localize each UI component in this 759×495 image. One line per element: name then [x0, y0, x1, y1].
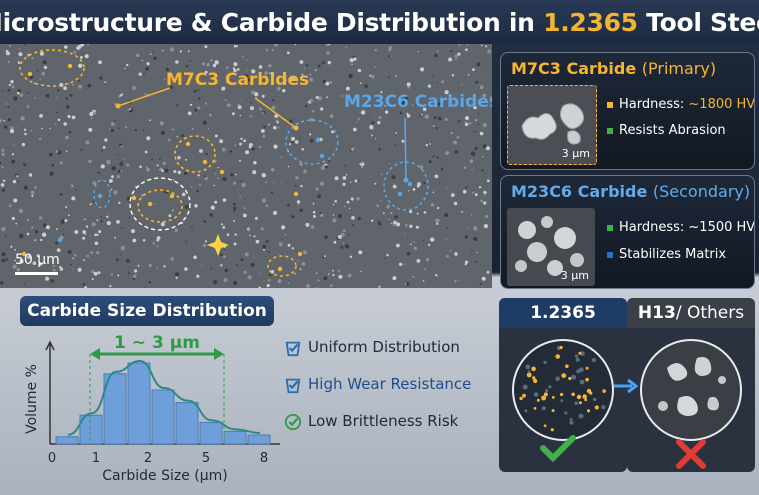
m23c6-card-name: M23C6 Carbide — [511, 182, 648, 201]
feature-wear-text: High Wear Resistance — [308, 375, 472, 393]
m7c3-card-subtitle: (Primary) — [641, 59, 717, 78]
compare-2-h13: H13 / Others — [627, 298, 755, 472]
m7c3-label: M7C3 Carbides — [166, 70, 310, 90]
m23c6-label: M23C6 Carbides — [344, 92, 492, 112]
y-axis-label: Volume % — [24, 364, 40, 434]
title-suffix: Tool Steel — [646, 7, 759, 37]
title-highlight: 1.2365 — [543, 7, 638, 37]
compare-1-title-text: 1.2365 — [530, 303, 596, 323]
feature-uniform: Uniform Distribution — [284, 338, 460, 357]
m7c3-hardness-value: ~1800 HV — [688, 97, 755, 112]
bar — [79, 414, 103, 445]
bar — [175, 402, 199, 445]
check-icon — [284, 413, 302, 430]
distribution-title: Carbide Size Distribution — [20, 296, 274, 326]
bar — [127, 362, 151, 445]
m7c3-card-name: M7C3 Carbide — [511, 59, 637, 78]
micrograph-image — [0, 44, 492, 288]
x-tick-label: 8 — [260, 451, 268, 466]
x-tick-label: 2 — [144, 451, 152, 466]
size-distribution-chart: 1 ~ 3 µm 0 1 2 5 8 Carbide Size (µm) Volume % — [18, 324, 288, 489]
m23c6-card-subtitle: (Secondary) — [652, 182, 751, 201]
m23c6-card-title: M23C6 Carbide (Secondary) — [511, 182, 750, 201]
trend-line — [67, 359, 261, 436]
x-tick-label: 0 — [48, 451, 56, 466]
feature-brittleness: Low Brittleness Risk — [284, 412, 458, 431]
feature-wear: High Wear Resistance — [284, 375, 471, 394]
bar — [151, 389, 175, 445]
m7c3-hardness-label: Hardness: — [619, 97, 689, 112]
feature-brittleness-text: Low Brittleness Risk — [308, 412, 459, 430]
x-axis-label: Carbide Size (µm) — [102, 468, 228, 484]
bar — [247, 434, 271, 445]
m23c6-card: M23C6 Carbide (Secondary) 3 µm Hardness:… — [500, 175, 755, 289]
green-bullet-icon — [607, 224, 613, 231]
m7c3-thumb-scale: 3 µm — [561, 147, 590, 160]
m7c3-card: M7C3 Carbide (Primary) 3 µm Hardness: ~1… — [500, 52, 755, 170]
title-prefix: Microstructure & Carbide Distribution in — [0, 7, 544, 37]
distribution-panel: Carbide Size Distribution 1 ~ 3 µm 0 1 2 5 8 C… — [8, 296, 494, 490]
chart-svg: 1 ~ 3 µm 0 1 2 5 8 Carbide Size (µm) Volume % — [24, 333, 280, 484]
range-arrow-right-icon — [214, 348, 224, 360]
m7c3-bullet-abrasion: Resists Abrasion — [607, 123, 726, 138]
m7c3-bullet-hardness: Hardness: ~1800 HV — [607, 97, 755, 112]
compare-2-micrograph — [640, 339, 742, 469]
scale-bar — [15, 272, 58, 275]
bar — [55, 436, 79, 445]
m7c3-card-title: M7C3 Carbide (Primary) — [511, 59, 716, 78]
x-tick-label: 5 — [202, 451, 210, 466]
micrograph-panel: M7C3 Carbides M23C6 Carbides 50 µm — [0, 44, 492, 288]
check-icon — [540, 435, 576, 463]
title-bar: Microstructure & Carbide Distribution in… — [0, 0, 759, 44]
blue-bullet-icon — [607, 251, 613, 258]
compare-2-title: H13 / Others — [627, 298, 755, 328]
m23c6-sem-image: 3 µm — [507, 208, 595, 286]
m23c6-hardness-label: Hardness: ~1500 HV — [619, 220, 755, 235]
comparison-arrow-icon — [614, 378, 639, 394]
m7c3-abrasion-label: Resists Abrasion — [619, 123, 726, 138]
check-icon — [285, 378, 301, 393]
range-arrow-left-icon — [90, 348, 100, 360]
compare-1-2365: 1.2365 — [499, 298, 627, 472]
m23c6-bullet-matrix: Stabilizes Matrix — [607, 247, 726, 262]
y-axis-arrow — [45, 340, 55, 351]
bar — [103, 373, 127, 445]
x-tick-label: 1 — [92, 451, 100, 466]
m23c6-bullet-hardness: Hardness: ~1500 HV — [607, 220, 755, 235]
orange-bullet-icon — [607, 101, 613, 108]
compare-2-title-rest: / Others — [675, 303, 745, 323]
m7c3-sem-image: 3 µm — [507, 85, 597, 165]
page-title: Microstructure & Carbide Distribution in… — [0, 8, 759, 37]
m23c6-thumb-scale: 3 µm — [560, 269, 589, 282]
bar — [199, 421, 223, 445]
compare-2-title-text: H13 — [637, 303, 676, 323]
scale-label: 50 µm — [15, 252, 60, 268]
m23c6-matrix-label: Stabilizes Matrix — [619, 247, 727, 262]
green-bullet-icon — [607, 127, 613, 134]
compare-1-title: 1.2365 — [499, 298, 627, 328]
feature-uniform-text: Uniform Distribution — [308, 338, 460, 356]
compare-1-micrograph — [512, 339, 614, 463]
bar — [223, 430, 247, 445]
check-icon — [285, 341, 301, 356]
range-label: 1 ~ 3 µm — [114, 333, 200, 353]
cross-icon — [676, 439, 706, 469]
